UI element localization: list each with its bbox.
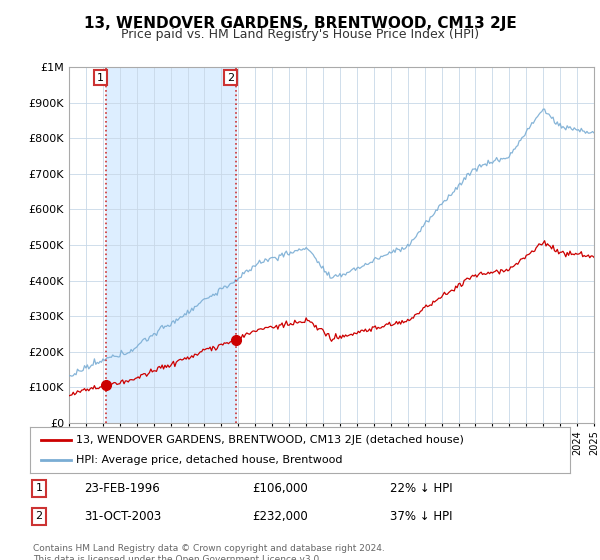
Text: 13, WENDOVER GARDENS, BRENTWOOD, CM13 2JE (detached house): 13, WENDOVER GARDENS, BRENTWOOD, CM13 2J… (76, 435, 464, 445)
Text: 13, WENDOVER GARDENS, BRENTWOOD, CM13 2JE: 13, WENDOVER GARDENS, BRENTWOOD, CM13 2J… (83, 16, 517, 31)
Bar (106, 67, 236, 423)
Text: 1: 1 (97, 73, 104, 82)
Text: Contains HM Land Registry data © Crown copyright and database right 2024.
This d: Contains HM Land Registry data © Crown c… (33, 544, 385, 560)
Text: HPI: Average price, detached house, Brentwood: HPI: Average price, detached house, Bren… (76, 455, 343, 465)
Text: 1: 1 (35, 483, 43, 493)
Text: 23-FEB-1996: 23-FEB-1996 (84, 482, 160, 495)
Text: 2: 2 (227, 73, 234, 82)
Text: 31-OCT-2003: 31-OCT-2003 (84, 510, 161, 523)
Text: £232,000: £232,000 (252, 510, 308, 523)
Text: Price paid vs. HM Land Registry's House Price Index (HPI): Price paid vs. HM Land Registry's House … (121, 28, 479, 41)
Text: 37% ↓ HPI: 37% ↓ HPI (390, 510, 452, 523)
Text: 2: 2 (35, 511, 43, 521)
Text: £106,000: £106,000 (252, 482, 308, 495)
Text: 22% ↓ HPI: 22% ↓ HPI (390, 482, 452, 495)
